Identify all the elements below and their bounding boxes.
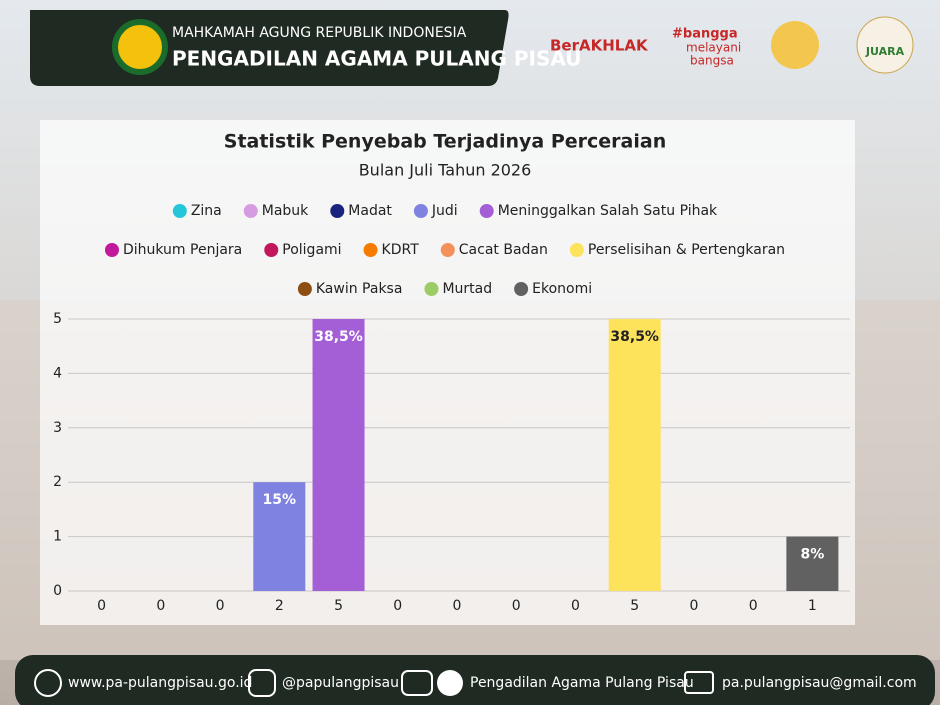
legend-label: Madat — [348, 203, 392, 219]
value-label: 5 — [630, 598, 639, 614]
youtube-icon — [401, 670, 433, 696]
facebook-icon — [437, 670, 463, 696]
footer-bar — [15, 655, 935, 709]
legend-label: Judi — [431, 203, 458, 219]
value-label: 0 — [216, 598, 225, 614]
logo-text: BerAKHLAK — [550, 37, 649, 55]
legend-swatch — [297, 282, 312, 296]
globe-icon — [34, 669, 62, 697]
legend-label: Meninggalkan Salah Satu Pihak — [498, 203, 718, 219]
legend-label: Zina — [191, 203, 222, 219]
percentage-label: 38,5% — [610, 329, 659, 345]
value-label: 0 — [156, 598, 165, 614]
legend-swatch — [440, 243, 455, 257]
legend-swatch — [514, 282, 529, 296]
legend-swatch — [243, 204, 258, 218]
logo-text: JUARA — [865, 45, 905, 58]
legend-label: Mabuk — [262, 203, 309, 219]
value-label: 0 — [453, 598, 462, 614]
footer-instagram: @papulangpisau — [282, 675, 399, 691]
y-tick-label: 5 — [53, 311, 62, 327]
footer-website: www.pa-pulangpisau.go.id — [68, 675, 252, 691]
legend-swatch — [479, 204, 494, 218]
header-line1: MAHKAMAH AGUNG REPUBLIK INDONESIA — [172, 25, 467, 41]
bar — [253, 482, 306, 591]
plot: Zina Mabuk Madat Judi Meninggalkan Salah Sat… — [53, 203, 850, 614]
percentage-label: 15% — [263, 492, 297, 508]
legend-swatch — [172, 204, 187, 218]
chart-subtitle: Bulan Juli Tahun 2026 — [359, 161, 532, 180]
value-label: 0 — [512, 598, 521, 614]
logo-text: bangsa — [690, 54, 734, 68]
y-tick-label: 4 — [53, 365, 62, 381]
value-label: 2 — [275, 598, 284, 614]
percentage-label: 38,5% — [314, 329, 363, 345]
bar — [608, 319, 661, 591]
legend-label: Cacat Badan — [459, 242, 548, 258]
logo — [856, 16, 914, 74]
y-tick-label: 3 — [53, 420, 62, 436]
logo-text: #bangga — [672, 27, 738, 42]
legend-label: Poligami — [282, 242, 341, 258]
legend-swatch — [569, 243, 584, 257]
legend-label: Perselisihan & Pertengkaran — [588, 242, 785, 258]
value-label: 5 — [334, 598, 343, 614]
y-tick-label: 0 — [53, 583, 62, 599]
y-tick-label: 2 — [53, 474, 62, 490]
value-label: 1 — [808, 598, 817, 614]
legend-swatch — [104, 243, 119, 257]
chart-title: Statistik Penyebab Terjadinya Perceraian — [224, 131, 666, 153]
email-icon — [684, 671, 714, 694]
value-label: 0 — [571, 598, 580, 614]
legend-swatch — [363, 243, 378, 257]
instagram-icon — [248, 669, 276, 697]
legend-label: KDRT — [382, 242, 420, 258]
value-label: 0 — [689, 598, 698, 614]
logo — [771, 21, 819, 69]
legend-swatch — [424, 282, 439, 296]
percentage-label: 8% — [800, 547, 824, 563]
bar — [312, 319, 365, 591]
legend-swatch — [413, 204, 428, 218]
legend-label: Kawin Paksa — [316, 281, 403, 297]
legend-label: Dihukum Penjara — [123, 242, 242, 258]
value-label: 0 — [393, 598, 402, 614]
chart-panel — [40, 120, 855, 625]
footer-email: pa.pulangpisau@gmail.com — [722, 675, 917, 691]
legend-swatch — [330, 204, 345, 218]
bar — [786, 536, 839, 591]
value-label: 0 — [749, 598, 758, 614]
footer-channel: Pengadilan Agama Pulang Pisau — [470, 675, 694, 691]
y-tick-label: 1 — [53, 529, 62, 545]
value-label: 0 — [97, 598, 106, 614]
legend-label: Ekonomi — [532, 281, 592, 297]
legend-label: Murtad — [442, 281, 492, 297]
logo-text: melayani — [686, 41, 741, 55]
legend-swatch — [264, 243, 279, 257]
logo — [112, 19, 168, 75]
header-line2: PENGADILAN AGAMA PULANG PISAU — [172, 47, 581, 71]
